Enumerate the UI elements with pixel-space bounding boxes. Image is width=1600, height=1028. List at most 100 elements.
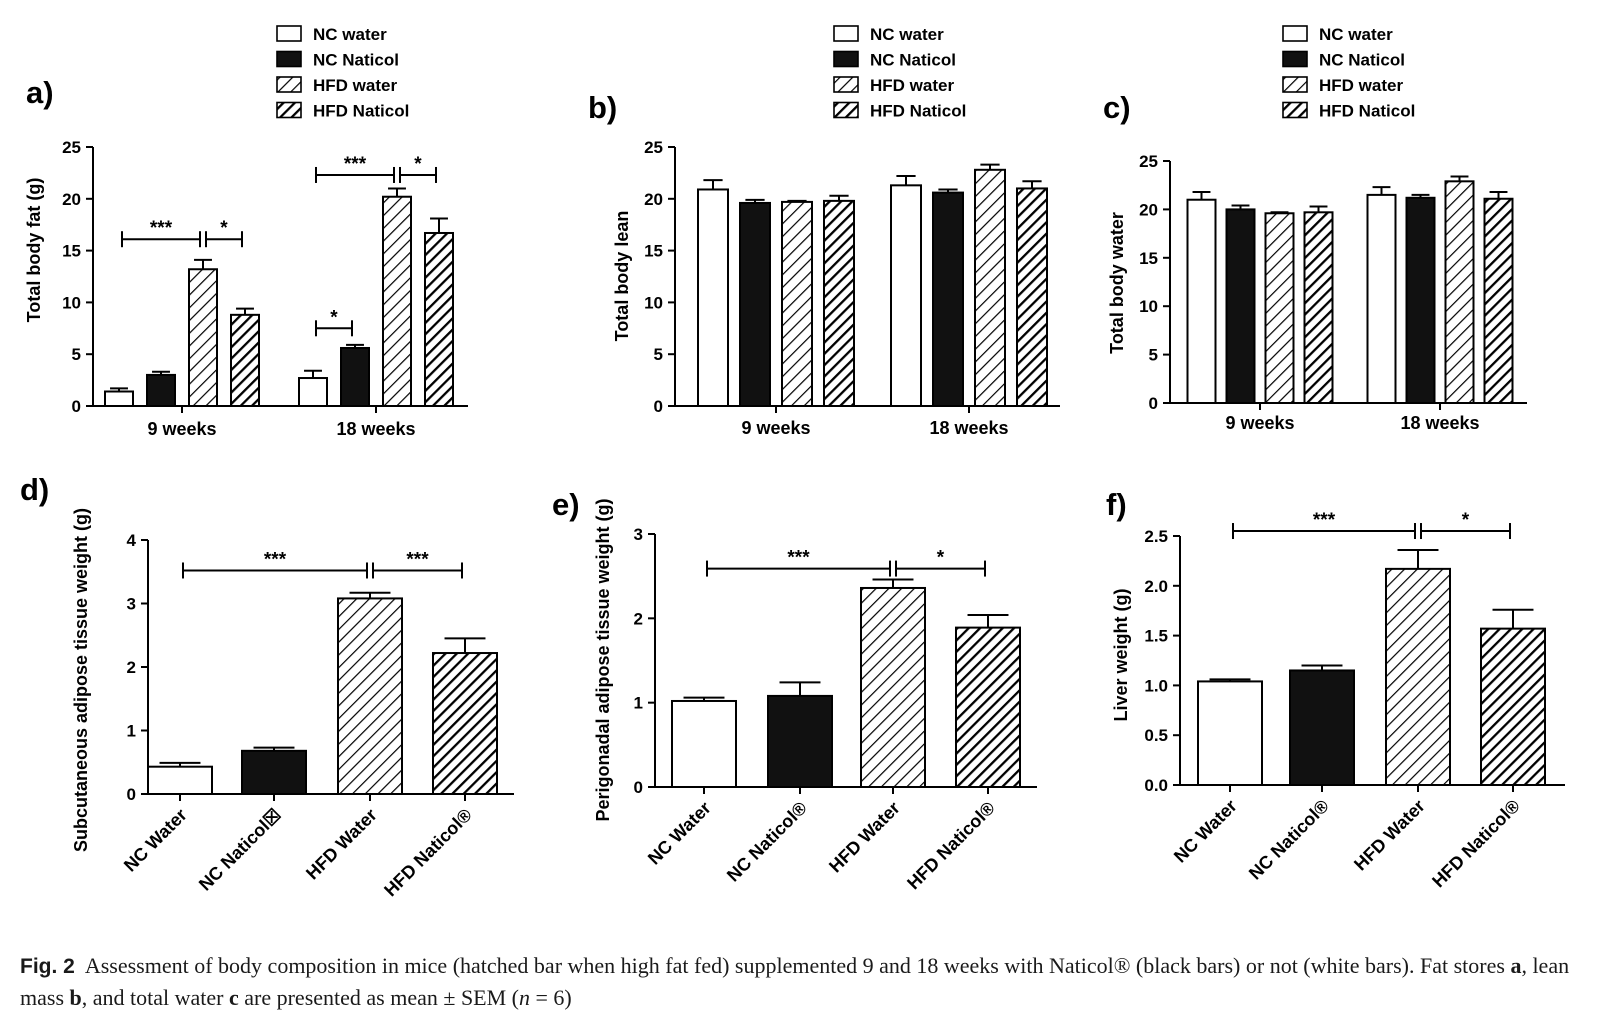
bar <box>1303 211 1334 404</box>
y-tick-label: 2 <box>127 658 136 677</box>
y-axis-title: Subcutaneous adipose tissue weight (g) <box>71 508 91 852</box>
caption-ref-b: b <box>69 985 82 1010</box>
y-axis-title: Total body water <box>1107 212 1127 354</box>
panel-4: e) Perigonadal adipose tissue weight (g) 0… <box>552 487 1037 893</box>
bar <box>1197 680 1263 787</box>
figure-caption: Fig. 2 Assessment of body composition in … <box>20 950 1585 1013</box>
legend: NC water NC Naticol HFD water HFD Naticol <box>276 25 409 121</box>
bar <box>974 168 1006 407</box>
y-tick-label: 3 <box>634 525 643 544</box>
caption-text: , and total water <box>81 985 229 1010</box>
legend-label: HFD water <box>870 76 954 95</box>
y-tick-label: 5 <box>1149 346 1158 365</box>
panel-3: d) Subcutaneous adipose tissue weight (g)… <box>20 472 514 900</box>
caption-n: n <box>519 985 531 1010</box>
bar <box>241 749 307 796</box>
x-tick-label: HFD Naticol® <box>1428 796 1524 892</box>
y-tick-label: 2 <box>634 609 643 628</box>
bar <box>1186 198 1217 404</box>
bar <box>188 268 218 407</box>
y-tick-label: 0 <box>1149 394 1158 413</box>
y-tick-label: 15 <box>644 242 663 261</box>
legend-label: NC Naticol <box>1319 51 1405 70</box>
bar <box>860 586 926 788</box>
legend-swatch <box>1282 50 1308 68</box>
bar <box>955 626 1021 788</box>
bar <box>424 231 454 407</box>
y-tick-label: 20 <box>1139 200 1158 219</box>
legend-swatch <box>833 76 859 93</box>
panel-label: d) <box>20 472 49 507</box>
panel-label: b) <box>588 90 617 125</box>
x-tick-label: NC Naticol® <box>1245 796 1333 884</box>
legend-label: NC Naticol <box>313 51 399 70</box>
bar <box>104 390 134 408</box>
panel-2: c) Total body water 0 5 10 15 20 25 9 weeks 18 we… <box>1103 25 1527 433</box>
y-tick-label: 15 <box>1139 249 1158 268</box>
y-tick-label: 4 <box>127 531 137 550</box>
legend-swatch <box>1282 76 1308 93</box>
significance-label: *** <box>344 154 367 175</box>
legend-label: HFD Naticol <box>313 102 409 121</box>
significance-label: *** <box>406 549 429 570</box>
legend-label: NC water <box>1319 25 1393 44</box>
legend-swatch <box>1282 25 1308 42</box>
y-tick-label: 2.5 <box>1144 527 1168 546</box>
x-tick-label: HFD Naticol® <box>380 805 476 901</box>
bar <box>382 195 412 407</box>
caption-text: = 6) <box>530 985 572 1010</box>
significance-label: *** <box>1313 510 1336 531</box>
bar <box>1366 193 1397 404</box>
legend: NC water NC Naticol HFD water HFD Naticol <box>1282 25 1415 121</box>
x-tick-label: HFD Water <box>1350 796 1429 875</box>
bar <box>1016 187 1048 407</box>
panel-label: e) <box>552 487 580 522</box>
x-tick-label: 9 weeks <box>1225 413 1294 433</box>
caption-label: Fig. 2 <box>20 955 75 978</box>
bar <box>298 377 328 408</box>
significance-label: *** <box>150 218 173 239</box>
y-tick-label: 2.0 <box>1144 577 1168 596</box>
bar <box>1483 197 1514 404</box>
legend-swatch <box>276 50 302 68</box>
bar <box>739 201 771 407</box>
bar <box>767 694 833 788</box>
x-tick-label: HFD Naticol® <box>903 798 999 894</box>
bar <box>671 699 737 788</box>
bar <box>1264 212 1295 404</box>
y-tick-label: 10 <box>644 293 663 312</box>
x-tick-label: NC Water <box>644 798 715 869</box>
y-tick-label: 25 <box>644 138 663 157</box>
y-tick-label: 0 <box>634 778 643 797</box>
caption-text: Assessment of body composition in mice (… <box>84 953 1511 978</box>
bar <box>1385 567 1451 786</box>
y-axis-title: Perigonadal adipose tissue weight (g) <box>593 498 613 821</box>
bar <box>781 200 813 407</box>
bar <box>1289 669 1355 787</box>
y-tick-label: 3 <box>127 595 136 614</box>
bar <box>147 765 213 796</box>
y-tick-label: 5 <box>654 345 663 364</box>
significance-label: *** <box>264 549 287 570</box>
x-tick-label: 18 weeks <box>336 419 415 439</box>
legend-label: NC water <box>870 25 944 44</box>
legend-label: HFD Naticol <box>1319 102 1415 121</box>
legend-label: HFD water <box>313 76 397 95</box>
legend-label: HFD Naticol <box>870 102 966 121</box>
y-tick-label: 1 <box>634 694 643 713</box>
panel-1: b) Total body lean 0 5 10 15 20 25 9 weeks 18 wee… <box>588 25 1060 438</box>
legend-swatch <box>833 101 859 119</box>
y-tick-label: 20 <box>62 190 81 209</box>
x-tick-label: 9 weeks <box>741 418 810 438</box>
bar <box>1225 208 1256 404</box>
y-axis-title: Total body lean <box>612 211 632 342</box>
significance-label: * <box>1462 510 1470 531</box>
y-tick-label: 15 <box>62 242 81 261</box>
y-tick-label: 1.5 <box>1144 627 1168 646</box>
y-tick-label: 1 <box>127 722 136 741</box>
x-tick-label: HFD Water <box>825 798 904 877</box>
significance-label: * <box>937 548 945 569</box>
y-tick-label: 0 <box>127 785 136 804</box>
x-tick-label: 18 weeks <box>929 418 1008 438</box>
bar <box>697 188 729 407</box>
